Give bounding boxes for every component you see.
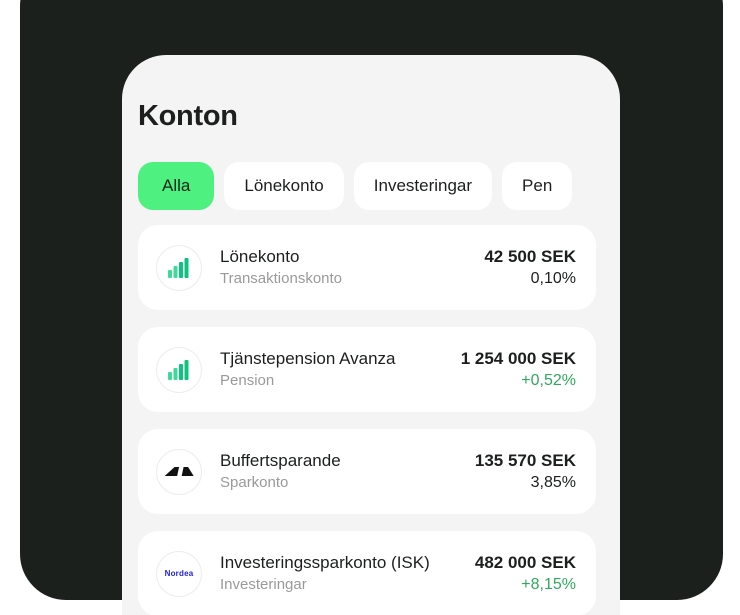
account-type: Transaktionskonto <box>220 270 343 287</box>
tab-alla[interactable]: Alla <box>138 162 215 210</box>
account-balance: 1 254 000 SEK <box>460 349 576 368</box>
account-type: Pension <box>220 372 275 389</box>
tab-lonekonto[interactable]: Lönekonto <box>224 162 344 210</box>
screenshot-stage: Konton Alla Lönekonto Investeringar Pen <box>20 0 723 615</box>
account-change: 3,85% <box>530 474 576 491</box>
account-balance: 42 500 SEK <box>484 247 576 266</box>
account-balance: 135 570 SEK <box>474 451 576 470</box>
account-change: +8,15% <box>521 576 576 593</box>
account-text: Buffertsparande Sparkonto <box>220 450 475 493</box>
account-text: Investeringssparkonto (ISK) Investeringa… <box>220 552 475 595</box>
page-title: Konton <box>138 100 238 132</box>
account-row-tjanstepension-avanza[interactable]: Tjänstepension Avanza Pension 1 254 000 … <box>138 327 596 412</box>
account-name: Lönekonto <box>220 247 300 266</box>
account-change: 0,10% <box>530 270 576 287</box>
account-name: Investeringssparkonto (ISK) <box>220 553 430 572</box>
app-panel: Konton Alla Lönekonto Investeringar Pen <box>122 55 620 615</box>
tab-strip: Alla Lönekonto Investeringar Pen <box>138 160 620 212</box>
tab-pension-label: Pen <box>522 176 553 195</box>
account-change: +0,52% <box>521 372 576 389</box>
seb-zigzag-icon <box>156 448 202 495</box>
tab-lonekonto-label: Lönekonto <box>244 176 324 195</box>
account-row-investeringssparkonto[interactable]: Nordea Investeringssparkonto (ISK) Inves… <box>138 531 596 615</box>
account-text: Tjänstepension Avanza Pension <box>220 348 461 391</box>
tab-investeringar-label: Investeringar <box>373 176 473 195</box>
bar-chart-icon <box>156 346 202 393</box>
account-name: Buffertsparande <box>220 451 341 470</box>
account-row-buffertsparande[interactable]: Buffertsparande Sparkonto 135 570 SEK 3,… <box>138 429 596 514</box>
account-values: 482 000 SEK +8,15% <box>475 552 576 595</box>
account-values: 135 570 SEK 3,85% <box>475 450 576 493</box>
bar-chart-icon <box>156 244 202 291</box>
account-values: 1 254 000 SEK +0,52% <box>461 348 576 391</box>
account-type: Investeringar <box>220 576 307 593</box>
account-type: Sparkonto <box>220 474 289 491</box>
tab-pension[interactable]: Pen <box>502 162 573 210</box>
account-name: Tjänstepension Avanza <box>220 349 396 368</box>
account-text: Lönekonto Transaktionskonto <box>220 246 484 289</box>
tab-investeringar[interactable]: Investeringar <box>353 162 493 210</box>
nordea-logo-icon: Nordea <box>156 550 202 597</box>
account-row-lonekonto[interactable]: Lönekonto Transaktionskonto 42 500 SEK 0… <box>138 225 596 310</box>
account-list: Lönekonto Transaktionskonto 42 500 SEK 0… <box>138 225 596 615</box>
account-values: 42 500 SEK 0,10% <box>484 246 576 289</box>
account-balance: 482 000 SEK <box>474 553 576 572</box>
nordea-logo-text: Nordea <box>164 569 194 578</box>
tab-alla-label: Alla <box>162 176 191 195</box>
